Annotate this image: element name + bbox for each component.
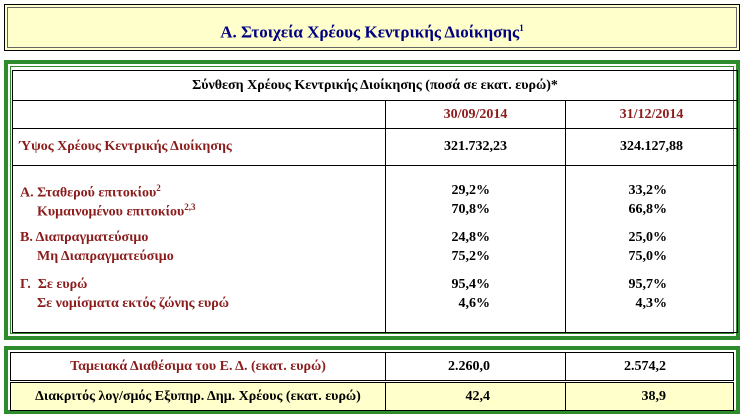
total-value: 324.127,88 [565, 128, 738, 166]
row-value: 4,6% [458, 296, 491, 311]
bottom-value: 38,9 [565, 382, 734, 411]
row-value: 95,7% [628, 277, 668, 292]
header-title: Α. Στοιχεία Χρέους Κεντρικής Διοίκησης [220, 22, 520, 42]
header-note: 1 [519, 23, 524, 33]
row-label: Γ. Σε ευρώ [20, 277, 87, 295]
row-label: Σε νομίσματα εκτός ζώνης ευρώ [37, 296, 229, 314]
bottom-label: Ταμειακά Διαθέσιμα του Ε. Δ. (εκατ. ευρώ… [10, 352, 386, 381]
row-label-text: Α. Σταθερού επιτοκίου [20, 185, 157, 201]
row-value: 25,0% [628, 230, 668, 245]
row-label: Α. Σταθερού επιτοκίου2 [20, 183, 161, 201]
row-label-text: Σε νομίσματα εκτός ζώνης ευρώ [37, 296, 230, 311]
bottom-value: 2.260,0 [385, 352, 566, 381]
table-title: Σύνθεση Χρέους Κεντρικής Διοίκησης (ποσά… [12, 70, 738, 101]
row-label: Κυμαινομένου επιτοκίου2,3 [37, 202, 196, 220]
header-box: Α. Στοιχεία Χρέους Κεντρικής Διοίκησης1 [4, 4, 740, 51]
row-value: 4,3% [635, 296, 668, 311]
row-value: 95,4% [451, 277, 491, 292]
row-value: 29,2% [451, 183, 491, 198]
total-value: 321.732,23 [385, 128, 566, 166]
row-label: Β. Διαπραγματεύσιμο [20, 230, 148, 248]
main-inner [10, 66, 734, 334]
column-header: 30/09/2014 [385, 100, 566, 129]
row-value: 75,2% [451, 249, 491, 264]
group-cell [565, 165, 738, 333]
row-note: 2 [156, 183, 161, 193]
row-value: 33,2% [628, 183, 668, 198]
row-label-text: Γ. Σε ευρώ [20, 277, 88, 292]
bottom-box [4, 346, 740, 414]
main-box [4, 60, 740, 340]
row-label-text: Β. Διαπραγματεύσιμο [20, 230, 149, 245]
header-cell [12, 100, 386, 129]
bottom-label: Διακριτός λογ/σμός Εξυπηρ. Δημ. Χρέους (… [10, 382, 386, 411]
bottom-value: 42,4 [385, 382, 566, 411]
row-note: 2,3 [184, 202, 196, 212]
row-value: 24,8% [451, 230, 491, 245]
row-label-text: Κυμαινομένου επιτοκίου [37, 204, 185, 220]
row-value: 70,8% [451, 202, 491, 217]
row-label-text: Μη Διαπραγματεύσιμο [37, 249, 174, 264]
total-label: Ύψος Χρέους Κεντρικής Διοίκησης [12, 128, 386, 166]
row-value: 75,0% [628, 249, 668, 264]
bottom-value: 2.574,2 [565, 352, 734, 381]
column-header: 31/12/2014 [565, 100, 738, 129]
row-value: 66,8% [628, 202, 668, 217]
row-label: Μη Διαπραγματεύσιμο [37, 249, 174, 267]
